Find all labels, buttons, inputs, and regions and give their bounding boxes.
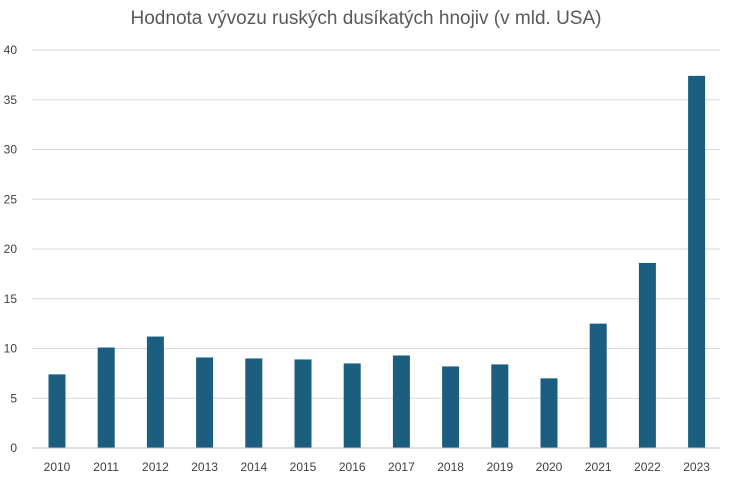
y-tick-label: 20 <box>4 242 18 256</box>
bar-2017 <box>392 355 410 448</box>
x-tick-label: 2013 <box>191 460 218 474</box>
y-tick-label: 25 <box>4 192 18 206</box>
x-tick-label: 2011 <box>93 460 119 474</box>
bar-2021 <box>589 323 607 448</box>
y-tick-label: 15 <box>4 292 18 306</box>
y-tick-label: 0 <box>10 441 17 455</box>
bar-2014 <box>245 358 263 448</box>
bar-2022 <box>638 262 656 448</box>
bar-2018 <box>442 366 460 448</box>
x-tick-label: 2021 <box>585 460 612 474</box>
bar-2023 <box>688 75 706 449</box>
bar-2020 <box>540 378 558 448</box>
bar-2015 <box>294 359 312 448</box>
x-axis-ticks: 2010 2011 2012 2013 2014 2015 2016 2017 2018 2019… <box>44 460 711 474</box>
y-tick-label: 35 <box>4 93 18 107</box>
bar-2019 <box>491 364 509 448</box>
x-tick-label: 2015 <box>290 460 317 474</box>
x-tick-label: 2018 <box>437 460 464 474</box>
x-tick-label: 2016 <box>339 460 366 474</box>
x-tick-label: 2022 <box>634 460 661 474</box>
y-tick-label: 10 <box>4 342 18 356</box>
bar-2012 <box>146 336 164 448</box>
bar-2011 <box>97 347 115 448</box>
y-tick-label: 30 <box>4 143 18 157</box>
y-axis-ticks: 0 5 10 15 20 25 30 35 40 <box>4 43 18 455</box>
gridlines <box>32 49 720 399</box>
x-tick-label: 2012 <box>142 460 169 474</box>
chart-title: Hodnota vývozu ruských dusíkatých hnojiv… <box>131 8 602 29</box>
y-tick-label: 5 <box>10 391 17 405</box>
x-tick-label: 2017 <box>388 460 415 474</box>
y-tick-label: 40 <box>4 43 18 57</box>
bar-2013 <box>196 357 214 448</box>
x-tick-label: 2020 <box>536 460 563 474</box>
x-tick-label: 2023 <box>683 460 710 474</box>
x-tick-label: 2010 <box>44 460 71 474</box>
bar-2016 <box>343 363 361 448</box>
x-tick-label: 2019 <box>486 460 513 474</box>
bars <box>48 75 706 449</box>
x-tick-label: 2014 <box>240 460 267 474</box>
bar-2010 <box>48 374 66 448</box>
